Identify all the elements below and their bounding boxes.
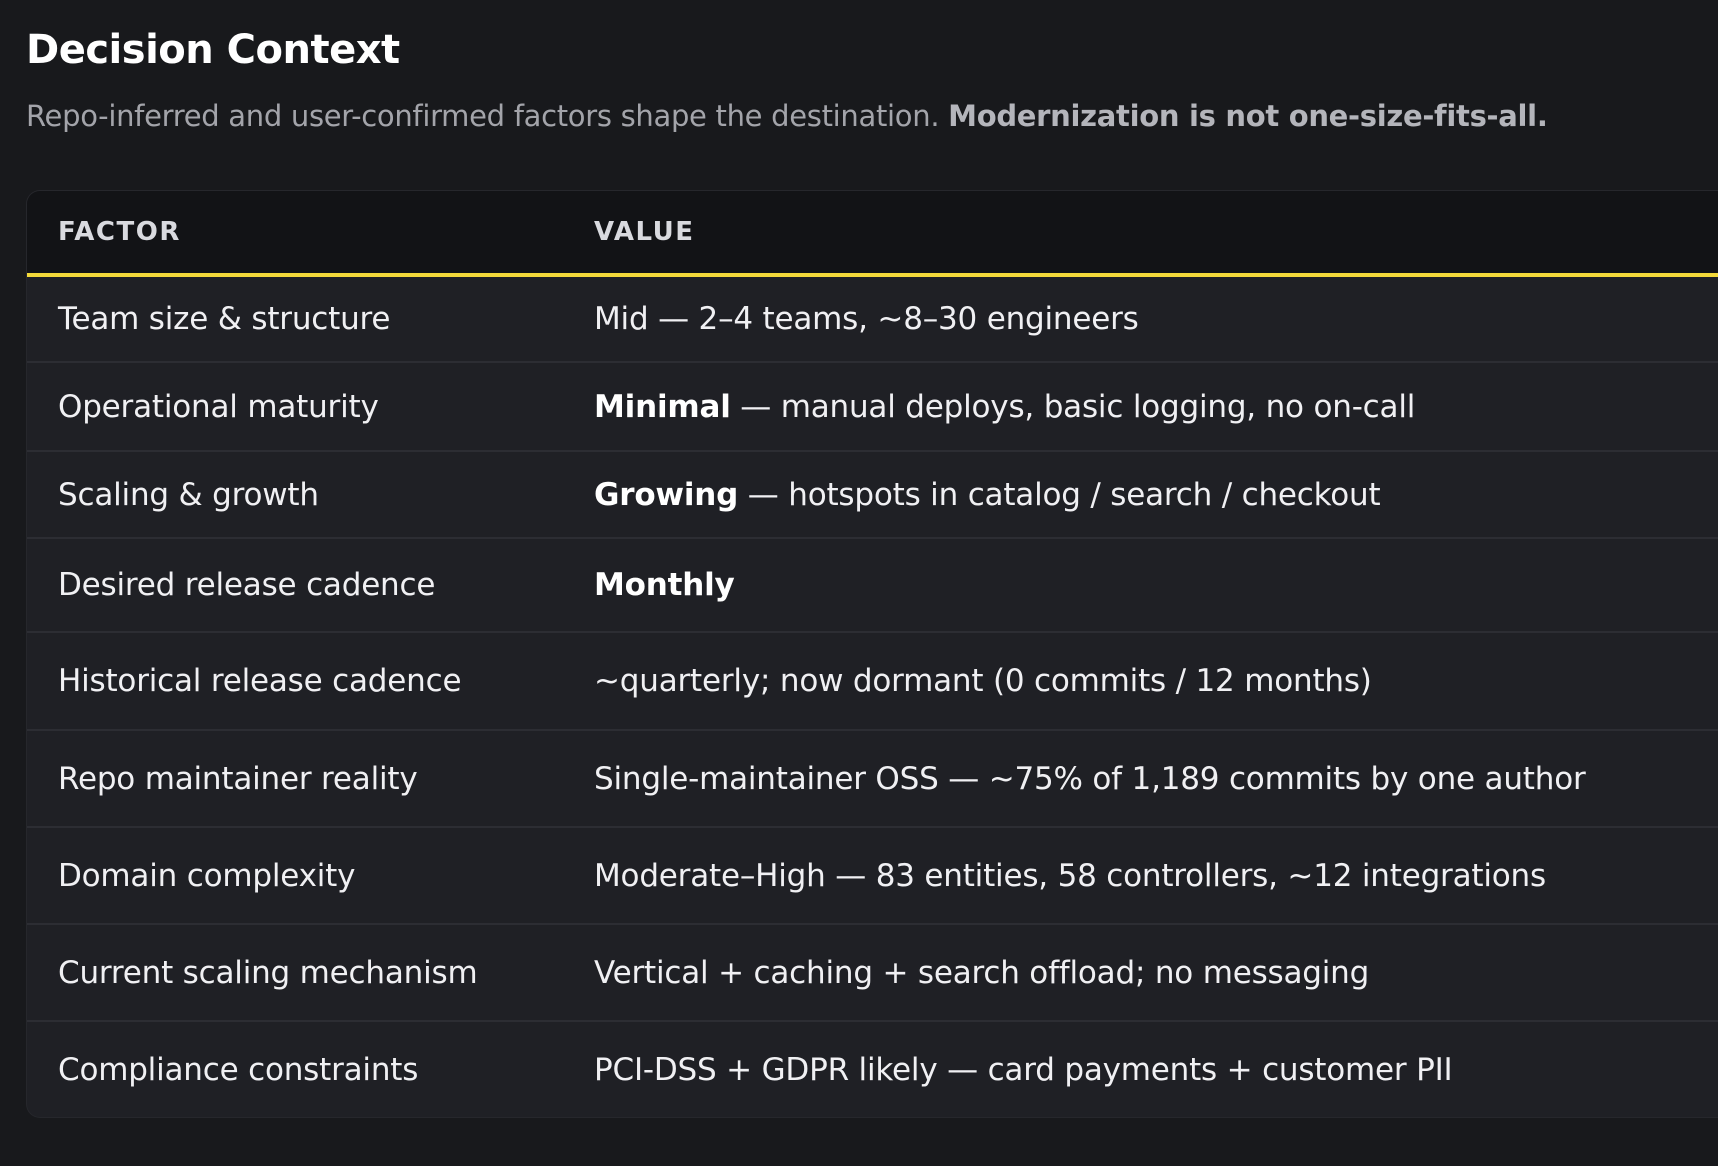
- value-text: — hotspots in catalog / search / checkou…: [738, 476, 1381, 513]
- factor-cell: Desired release cadence: [58, 567, 436, 603]
- value-cell: ~quarterly; now dormant (0 commits / 12 …: [594, 663, 1372, 699]
- table-row: Operational maturity Minimal — manual de…: [27, 363, 1718, 452]
- table-row: Repo maintainer reality Single-maintaine…: [27, 731, 1718, 828]
- subtitle-emphasis: Modernization is not one-size-fits-all.: [948, 99, 1548, 133]
- table-row: Current scaling mechanism Vertical + cac…: [27, 925, 1718, 1022]
- factor-cell: Repo maintainer reality: [58, 760, 418, 797]
- factor-cell: Operational maturity: [58, 388, 379, 425]
- decision-factors-table: FACTOR VALUE Team size & structure Mid —…: [26, 190, 1718, 1118]
- factor-cell: Domain complexity: [58, 857, 356, 894]
- value-emphasis: Minimal: [594, 388, 731, 425]
- factor-cell: Historical release cadence: [58, 663, 462, 699]
- value-text: Moderate–High — 83 entities, 58 controll…: [594, 857, 1546, 894]
- factor-cell: Current scaling mechanism: [58, 954, 478, 991]
- value-text: Vertical + caching + search offload; no …: [594, 954, 1370, 991]
- column-header-value: VALUE: [594, 217, 695, 247]
- factor-cell: Scaling & growth: [58, 476, 319, 513]
- factor-cell: Team size & structure: [58, 301, 391, 337]
- value-cell: Minimal — manual deploys, basic logging,…: [594, 389, 1415, 425]
- subtitle-text: Repo-inferred and user-confirmed factors…: [26, 99, 949, 133]
- value-cell: PCI-DSS + GDPR likely — card payments + …: [594, 1051, 1453, 1088]
- page-title: Decision Context: [26, 27, 400, 73]
- table-row: Historical release cadence ~quarterly; n…: [27, 633, 1718, 731]
- page-subtitle: Repo-inferred and user-confirmed factors…: [26, 98, 1718, 134]
- value-emphasis: Monthly: [594, 567, 735, 603]
- column-header-factor: FACTOR: [58, 217, 181, 247]
- table-row: Scaling & growth Growing — hotspots in c…: [27, 452, 1718, 539]
- table-body: Team size & structure Mid — 2–4 teams, ~…: [27, 277, 1718, 1117]
- value-cell: Monthly: [594, 567, 735, 603]
- table-row: Compliance constraints PCI-DSS + GDPR li…: [27, 1022, 1718, 1117]
- decision-context-section: Decision Context Repo-inferred and user-…: [26, 0, 1718, 1118]
- table-header: FACTOR VALUE: [27, 191, 1718, 277]
- value-cell: Vertical + caching + search offload; no …: [594, 955, 1369, 991]
- value-cell: Mid — 2–4 teams, ~8–30 engineers: [594, 301, 1139, 337]
- value-text: — manual deploys, basic logging, no on-c…: [730, 388, 1416, 425]
- value-text: ~quarterly; now dormant (0 commits / 12 …: [594, 663, 1372, 699]
- table-row: Team size & structure Mid — 2–4 teams, ~…: [27, 277, 1718, 363]
- value-cell: Moderate–High — 83 entities, 58 controll…: [594, 858, 1546, 894]
- table-row: Domain complexity Moderate–High — 83 ent…: [27, 828, 1718, 925]
- value-emphasis: Growing: [594, 476, 739, 513]
- table-row: Desired release cadence Monthly: [27, 539, 1718, 633]
- value-text: Single-maintainer OSS — ~75% of 1,189 co…: [594, 760, 1586, 797]
- value-cell: Growing — hotspots in catalog / search /…: [594, 476, 1381, 513]
- value-text: Mid — 2–4 teams, ~8–30 engineers: [594, 301, 1139, 337]
- value-cell: Single-maintainer OSS — ~75% of 1,189 co…: [594, 761, 1586, 797]
- value-text: PCI-DSS + GDPR likely — card payments + …: [594, 1051, 1453, 1088]
- factor-cell: Compliance constraints: [58, 1051, 419, 1088]
